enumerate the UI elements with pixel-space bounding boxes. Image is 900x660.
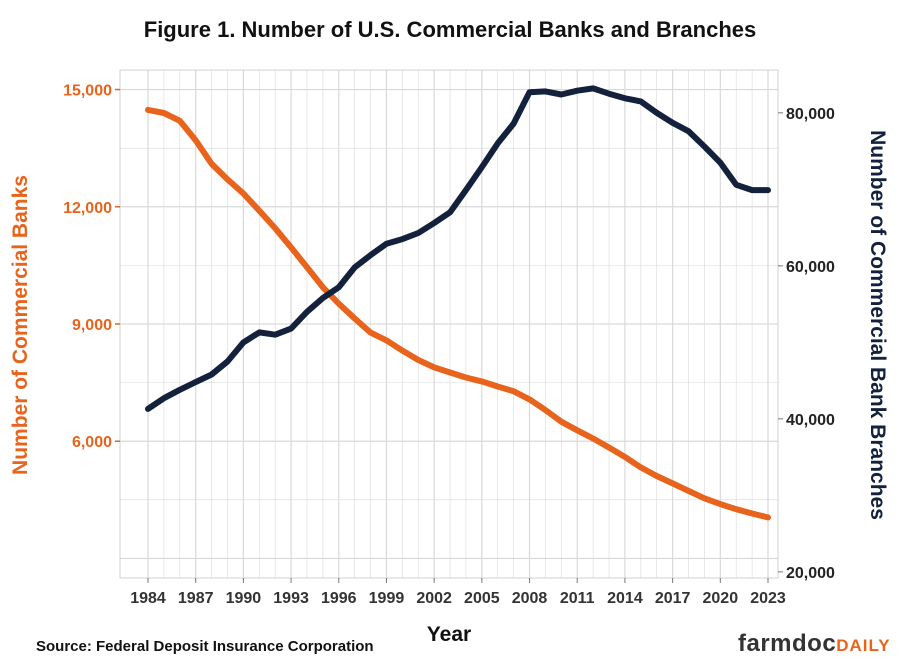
x-tick-label: 1984 [130, 590, 166, 607]
left-tick-label: 9,000 [72, 317, 112, 334]
x-tick-label: 1993 [273, 590, 309, 607]
x-axis-title: Year [427, 623, 471, 646]
left-axis-title: Number of Commercial Banks [9, 175, 32, 475]
source-note: Source: Federal Deposit Insurance Corpor… [36, 638, 374, 655]
left-axis-ticks: 6,000 9,000 12,000 15,000 [63, 83, 120, 451]
x-tick-label: 2011 [560, 590, 595, 607]
x-axis-ticks: 1984 1987 1990 1993 1996 1999 2002 2005 2008 2011… [130, 578, 786, 607]
x-tick-label: 2005 [464, 590, 500, 607]
right-tick-label: 20,000 [786, 565, 835, 582]
brand-part1: farmdoc [738, 630, 836, 657]
right-axis-ticks: 20,000 40,000 60,000 80,000 [778, 106, 835, 582]
svg-text:farmdocDAILY: farmdocDAILY [738, 630, 891, 657]
x-tick-label: 1987 [178, 590, 214, 607]
x-tick-label: 2020 [703, 590, 739, 607]
x-tick-label: 2023 [750, 590, 786, 607]
x-tick-label: 1990 [226, 590, 262, 607]
x-tick-label: 2008 [512, 590, 548, 607]
x-tick-label: 2017 [655, 590, 691, 607]
left-tick-label: 6,000 [72, 434, 112, 451]
right-tick-label: 60,000 [786, 259, 835, 276]
chart-title: Figure 1. Number of U.S. Commercial Bank… [144, 17, 757, 42]
x-tick-label: 2014 [607, 590, 643, 607]
gridlines [120, 70, 778, 578]
right-axis-title: Number of Commercial Bank Branches [866, 130, 889, 520]
banks-series-line [145, 106, 771, 521]
x-tick-label: 1996 [321, 590, 357, 607]
right-tick-label: 40,000 [786, 412, 835, 429]
right-tick-label: 80,000 [786, 106, 835, 123]
x-tick-label: 2002 [416, 590, 452, 607]
left-tick-label: 15,000 [63, 83, 112, 100]
brand-logo: farmdocDAILY [738, 630, 891, 657]
brand-part2: DAILY [836, 636, 890, 655]
left-tick-label: 12,000 [63, 200, 112, 217]
branches-series-line [145, 85, 771, 412]
x-tick-label: 1999 [369, 590, 405, 607]
